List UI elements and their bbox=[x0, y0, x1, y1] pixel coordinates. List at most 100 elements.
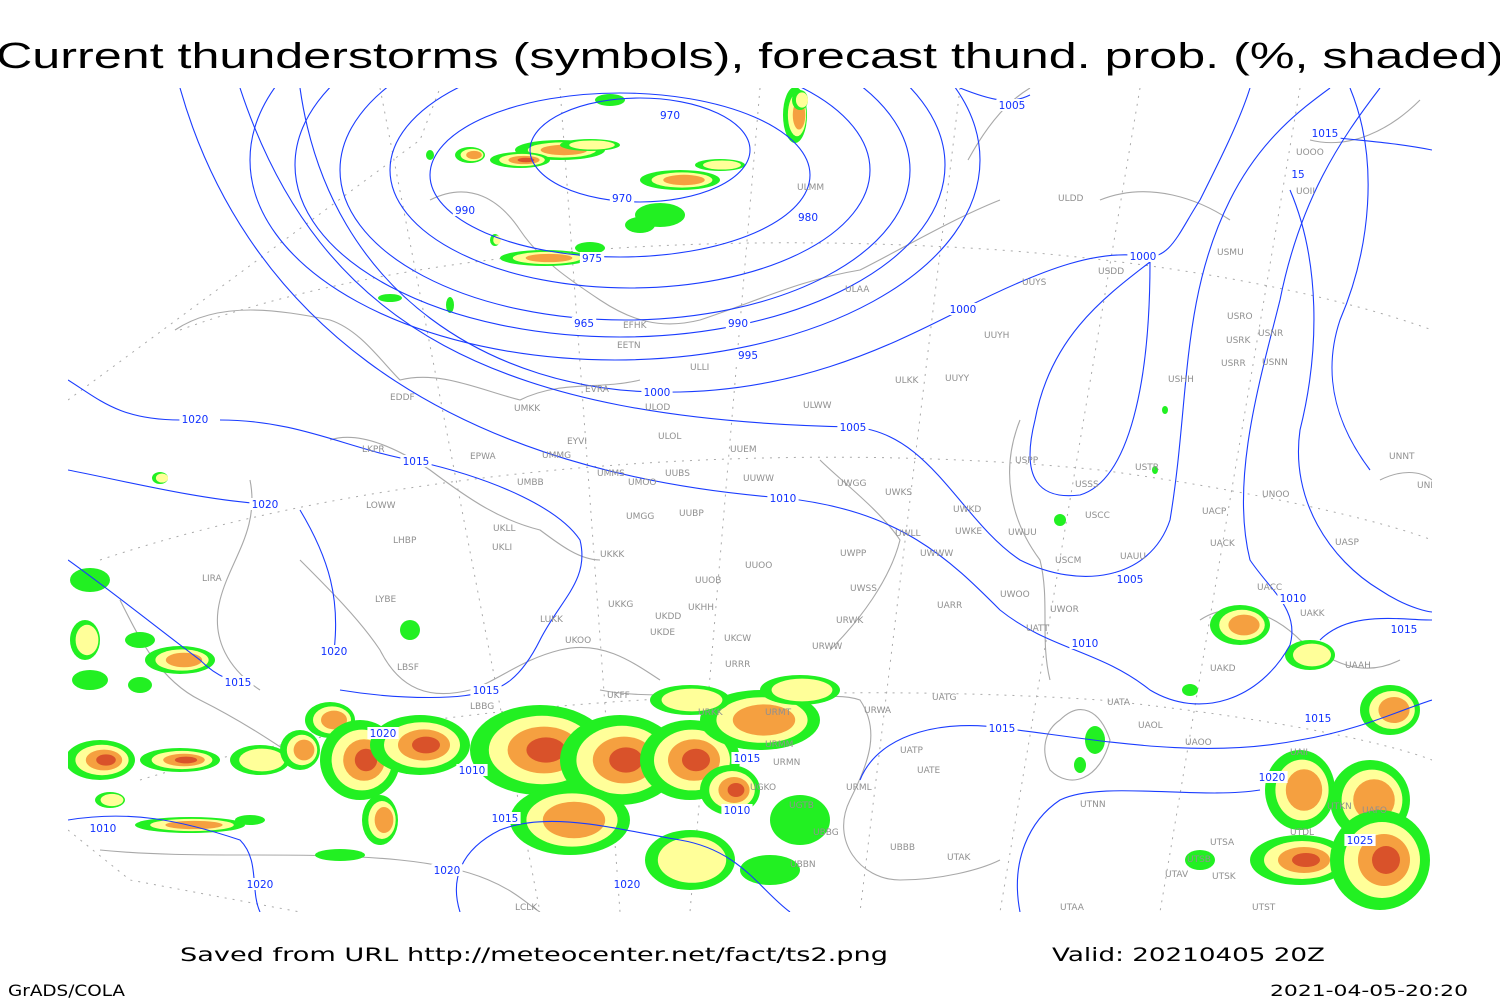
station-label: ULMM bbox=[797, 183, 824, 193]
isobar-label: 1020 bbox=[252, 499, 279, 511]
station-label: LUKK bbox=[540, 615, 564, 625]
isobar-label: 1015 bbox=[989, 723, 1016, 735]
station-label: UTAK bbox=[947, 853, 972, 863]
station-label: UWSS bbox=[850, 584, 877, 594]
isobar-label: 1015 bbox=[492, 813, 519, 825]
station-label: UUWW bbox=[743, 474, 774, 484]
station-label: USNN bbox=[1262, 358, 1288, 368]
station-label: UATP bbox=[900, 746, 924, 756]
station-label: EETN bbox=[617, 341, 641, 351]
isobar-label: 1000 bbox=[1130, 251, 1157, 263]
station-label: UTSK bbox=[1212, 872, 1237, 882]
station-label: USSS bbox=[1075, 480, 1099, 490]
isobar-label-background bbox=[249, 498, 281, 510]
isobar-label-background bbox=[1289, 168, 1307, 180]
station-label: UBBN bbox=[790, 860, 816, 870]
isobar-label-background bbox=[470, 684, 502, 696]
isobar-label: 965 bbox=[574, 318, 594, 330]
isobar-label: 1015 bbox=[1305, 713, 1332, 725]
thunderstorm-probability-area bbox=[1054, 514, 1066, 526]
station-label: UAII bbox=[1290, 748, 1308, 758]
isobar-label: 1020 bbox=[321, 646, 348, 658]
station-label: LCLK bbox=[515, 903, 538, 913]
station-label: URWW bbox=[812, 642, 842, 652]
isobar-label-background bbox=[735, 349, 761, 361]
station-label: LBBG bbox=[470, 702, 494, 712]
isobar-label-background bbox=[1302, 712, 1334, 724]
thunderstorm-probability-area bbox=[72, 670, 108, 690]
isobar-label-background bbox=[222, 676, 254, 688]
isobar-label: 995 bbox=[738, 350, 758, 362]
station-label: UWLL bbox=[895, 529, 921, 539]
isobar-label: 1020 bbox=[247, 879, 274, 891]
thunderstorm-probability-area bbox=[663, 174, 705, 186]
thunderstorm-probability-area bbox=[771, 678, 833, 702]
thunderstorm-probability-area bbox=[1185, 850, 1215, 870]
station-label: UMMS bbox=[597, 469, 625, 479]
isobar-label-background bbox=[837, 421, 869, 433]
isobar-label-background bbox=[244, 878, 276, 890]
isobar-label: 1010 bbox=[459, 765, 486, 777]
thunderstorm-probability-area bbox=[1293, 643, 1331, 667]
isobar-label-background bbox=[1127, 250, 1159, 262]
station-label: UASP bbox=[1335, 538, 1359, 548]
thunderstorm-probability-area bbox=[354, 748, 378, 772]
station-label: UWPP bbox=[840, 549, 867, 559]
station-label: ULKK bbox=[895, 376, 920, 386]
station-label: LBSF bbox=[397, 663, 419, 673]
station-label: UKCW bbox=[724, 634, 751, 644]
station-label: EFHK bbox=[623, 321, 648, 331]
thunderstorm-probability-area bbox=[575, 242, 605, 254]
station-label: UWWW bbox=[920, 549, 953, 559]
isobar-label-background bbox=[179, 413, 211, 425]
station-label: UTKN bbox=[1327, 802, 1352, 812]
thunderstorm-probability-area bbox=[1292, 853, 1320, 867]
isobar-label: 1025 bbox=[1347, 835, 1374, 847]
thunderstorm-probability-area bbox=[1162, 406, 1168, 414]
thunderstorm-probability-area bbox=[165, 652, 203, 668]
station-label: EVRA bbox=[585, 385, 610, 395]
station-label: UUOO bbox=[745, 561, 772, 571]
thunderstorm-probability-area bbox=[1152, 466, 1158, 474]
isobars bbox=[68, 88, 1432, 912]
thunderstorm-probability-area bbox=[1182, 684, 1198, 696]
station-label: ULDD bbox=[1058, 194, 1084, 204]
station-label: UWKD bbox=[953, 505, 981, 515]
thunderstorm-probability-area bbox=[378, 294, 402, 302]
station-label: URRR bbox=[725, 660, 750, 670]
isobar-label: 1005 bbox=[840, 422, 867, 434]
station-label: UTAA bbox=[1060, 903, 1085, 913]
station-label: ULWW bbox=[803, 401, 832, 411]
station-label: UGKO bbox=[750, 783, 776, 793]
isobar-label-background bbox=[1309, 127, 1341, 139]
station-label: UACC bbox=[1257, 583, 1282, 593]
isobar-label-background bbox=[456, 764, 488, 776]
station-label: URMN bbox=[773, 758, 800, 768]
station-label: UATE bbox=[917, 766, 941, 776]
thunderstorm-probability-area bbox=[374, 807, 394, 833]
isobar-label: 1015 bbox=[734, 753, 761, 765]
isobar-label-background bbox=[609, 192, 635, 204]
isobar-label-background bbox=[1388, 623, 1420, 635]
isobar-label: 980 bbox=[798, 212, 818, 224]
thunderstorm-probability-area bbox=[293, 739, 315, 761]
station-label: UAKD bbox=[1210, 664, 1236, 674]
thunderstorm-probability-area bbox=[625, 217, 655, 233]
isobar-label: 1005 bbox=[1117, 574, 1144, 586]
thunderstorm-probability-area bbox=[1074, 757, 1086, 773]
station-label: UTNN bbox=[1080, 800, 1106, 810]
station-label: USDD bbox=[1098, 267, 1124, 277]
isobar-label: 1020 bbox=[182, 414, 209, 426]
station-label: URMM bbox=[765, 740, 793, 750]
station-label: UKLI bbox=[492, 543, 512, 553]
isobar-label: 970 bbox=[612, 193, 632, 205]
thunderstorm-probability-area bbox=[174, 756, 198, 764]
thunderstorm-probability-area bbox=[466, 150, 482, 160]
isobar-label: 15 bbox=[1291, 169, 1304, 181]
isobar-label-background bbox=[795, 211, 821, 223]
thunderstorm-probability-area bbox=[682, 748, 710, 772]
software-credit: GrADS/COLA bbox=[8, 981, 125, 1000]
station-label: UTSA bbox=[1210, 838, 1235, 848]
station-label: UAOL bbox=[1138, 721, 1163, 731]
